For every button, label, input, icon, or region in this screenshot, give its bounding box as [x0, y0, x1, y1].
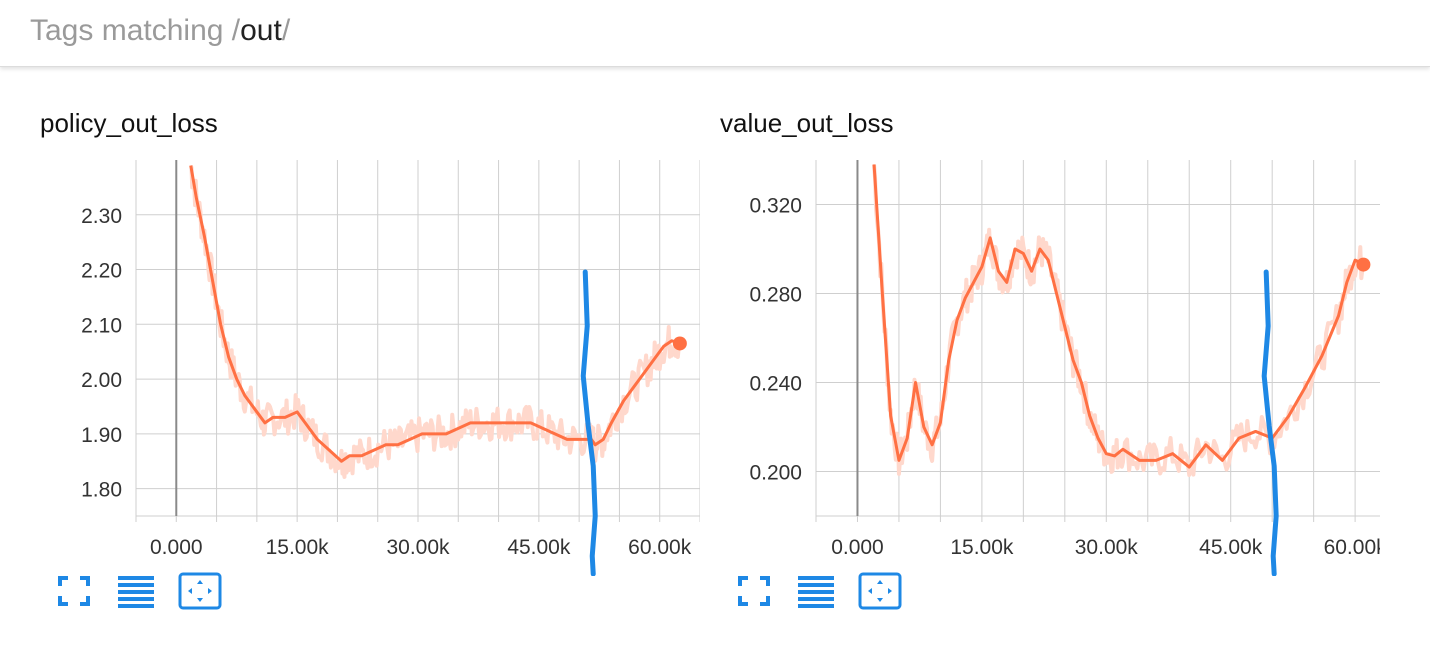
smoothed-series-line — [872, 164, 1365, 469]
fit-domain-icon[interactable] — [178, 572, 222, 610]
fit-domain-icon[interactable] — [858, 572, 902, 610]
y-tick-label: 2.10 — [81, 314, 122, 337]
list-icon[interactable] — [116, 572, 156, 610]
y-tick-label: 0.240 — [749, 373, 802, 396]
annotation-stroke — [580, 269, 598, 576]
scalar-card-value-out-loss: value_out_loss 0.200 0.240 0.280 0.320 0.000… — [680, 96, 1380, 636]
tag-filter-header[interactable]: Tags matching /out/ — [0, 0, 1430, 67]
y-tick-label: 0.200 — [749, 462, 802, 485]
regex-open-slash: / — [231, 14, 241, 47]
y-tick-label: 1.80 — [81, 479, 122, 502]
x-tick-label: 15.00k — [950, 536, 1014, 559]
line-chart-policy-out-loss[interactable]: 1.80 1.90 2.00 2.10 2.20 2.30 0.000 15.00k 30.00… — [0, 96, 700, 576]
raw-series-line — [872, 164, 1365, 478]
x-tick-label: 30.00k — [1075, 536, 1139, 559]
last-point-marker — [672, 336, 687, 351]
last-point-marker — [1356, 257, 1371, 272]
tag-filter-regex[interactable]: out — [240, 14, 282, 47]
list-icon[interactable] — [796, 572, 836, 610]
x-tick-label: 45.00k — [507, 536, 571, 559]
y-tick-label: 1.90 — [81, 424, 122, 447]
line-chart-value-out-loss[interactable]: 0.200 0.240 0.280 0.320 0.000 15.00k 30.00k 45.… — [680, 96, 1380, 576]
tag-filter-text: Tags matching /out/ — [30, 14, 290, 48]
annotation-stroke — [1261, 269, 1279, 576]
chart-title: value_out_loss — [720, 108, 894, 138]
smoothed-series-line — [189, 165, 681, 463]
scalar-card-policy-out-loss: policy_out_loss 1.80 1.90 2.00 2.10 2.20 2.30… — [0, 96, 700, 636]
tag-filter-prefix: Tags matching — [30, 14, 232, 47]
x-tick-label: 30.00k — [386, 536, 450, 559]
fullscreen-icon[interactable] — [734, 572, 774, 610]
x-tick-label: 45.00k — [1199, 536, 1263, 559]
y-tick-label: 0.280 — [749, 284, 802, 307]
y-tick-label: 2.00 — [81, 369, 122, 392]
y-tick-label: 2.30 — [81, 205, 122, 228]
x-tick-label: 0.000 — [831, 536, 884, 559]
fullscreen-icon[interactable] — [54, 572, 94, 610]
x-tick-label: 0.000 — [150, 536, 203, 559]
x-tick-label: 15.00k — [266, 536, 330, 559]
y-tick-label: 2.20 — [81, 260, 122, 283]
regex-close-slash: / — [281, 14, 291, 47]
y-tick-label: 0.320 — [749, 195, 802, 218]
x-tick-label: 60.00k — [628, 536, 692, 559]
raw-series-line — [188, 165, 681, 479]
chart-title: policy_out_loss — [40, 108, 218, 138]
x-tick-label: 60.00k — [1324, 536, 1380, 559]
